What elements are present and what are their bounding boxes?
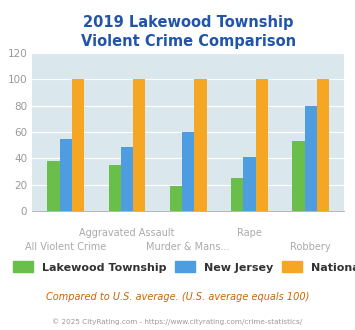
Bar	[47, 161, 60, 211]
Text: © 2025 CityRating.com - https://www.cityrating.com/crime-statistics/: © 2025 CityRating.com - https://www.city…	[53, 318, 302, 325]
Title: 2019 Lakewood Township
Violent Crime Comparison: 2019 Lakewood Township Violent Crime Com…	[81, 15, 296, 49]
Bar	[109, 165, 121, 211]
Text: Aggravated Assault: Aggravated Assault	[79, 228, 175, 238]
Bar	[170, 186, 182, 211]
Bar	[133, 79, 145, 211]
Legend: Lakewood Township, New Jersey, National: Lakewood Township, New Jersey, National	[13, 261, 355, 273]
Bar	[292, 141, 305, 211]
Bar	[243, 157, 256, 211]
Bar	[72, 79, 84, 211]
Bar	[317, 79, 329, 211]
Text: Robbery: Robbery	[290, 242, 331, 252]
Bar	[305, 106, 317, 211]
Text: Compared to U.S. average. (U.S. average equals 100): Compared to U.S. average. (U.S. average …	[46, 292, 309, 302]
Bar	[182, 132, 194, 211]
Text: Rape: Rape	[237, 228, 262, 238]
Bar	[256, 79, 268, 211]
Bar	[194, 79, 207, 211]
Bar	[121, 147, 133, 211]
Bar	[60, 139, 72, 211]
Text: All Violent Crime: All Violent Crime	[25, 242, 106, 252]
Text: Murder & Mans...: Murder & Mans...	[146, 242, 230, 252]
Bar	[231, 178, 243, 211]
